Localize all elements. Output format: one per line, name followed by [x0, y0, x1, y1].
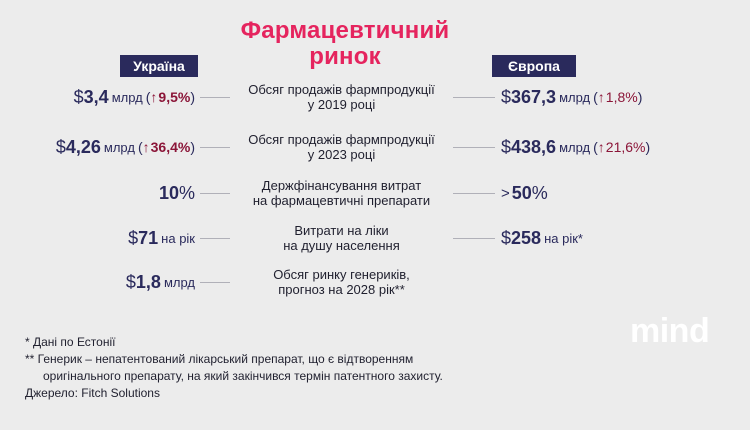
europe-value: >50%	[501, 182, 548, 203]
footnote-1: * Дані по Естонії	[25, 335, 116, 349]
europe-value: $438,6 млрд(↑21,6%)	[501, 136, 651, 157]
connector-line	[453, 147, 495, 148]
arrow-up-icon: ↑	[597, 139, 605, 155]
row-label: Витрати на ліки на душу населення	[283, 223, 400, 253]
mind-logo: mind	[630, 312, 710, 350]
row-sales-2019: $3,4 млрд(↑9,5%) Обсяг продажів фармпроду…	[0, 77, 750, 117]
row-generics: $1,8 млрд Обсяг ринку генериків, прогноз …	[0, 262, 750, 302]
footnote-2-cont: оригінального препарату, на який закінчи…	[43, 369, 443, 383]
row-label: Держфінансування витрат на фармацевтичні…	[252, 178, 431, 208]
change-up: ↑21,6%	[597, 139, 646, 155]
europe-header: Європа	[492, 55, 576, 77]
europe-value: $367,3 млрд(↑1,8%)	[501, 86, 643, 107]
row-label: Обсяг ринку генериків, прогноз на 2028 р…	[273, 267, 410, 297]
change-up: ↑9,5%	[150, 89, 191, 105]
ukraine-value: $71 на рік	[128, 227, 195, 248]
row-sales-2023: $4,26 млрд(↑36,4%) Обсяг продажів фармпро…	[0, 127, 750, 167]
arrow-up-icon: ↑	[150, 89, 158, 105]
ukraine-value: $4,26 млрд(↑36,4%)	[55, 136, 195, 157]
connector-line	[453, 97, 495, 98]
change-up: ↑1,8%	[597, 89, 638, 105]
connector-line	[200, 97, 230, 98]
ukraine-header: Україна	[120, 55, 198, 77]
connector-line	[200, 282, 230, 283]
footnote-2: ** Генерик – непатентований лікарський п…	[25, 352, 414, 366]
row-label: Обсяг продажів фармпродукції у 2019 році	[248, 82, 435, 112]
arrow-up-icon: ↑	[142, 139, 150, 155]
row-label: Обсяг продажів фармпродукції у 2023 році	[248, 132, 435, 162]
arrow-up-icon: ↑	[597, 89, 605, 105]
footnotes: * Дані по Естонії ** Генерик – непатенто…	[25, 334, 443, 402]
source: Джерело: Fitch Solutions	[25, 386, 160, 400]
connector-line	[200, 193, 230, 194]
page-title: Фармацевтичний ринок	[220, 18, 470, 70]
row-state-funding: 10% Держфінансування витрат на фармацевт…	[0, 173, 750, 213]
connector-line	[453, 238, 495, 239]
change-up: ↑36,4%	[142, 139, 191, 155]
connector-line	[200, 147, 230, 148]
title-line-2: ринок	[309, 43, 381, 70]
connector-line	[200, 238, 230, 239]
ukraine-value: $3,4 млрд(↑9,5%)	[73, 86, 195, 107]
europe-value: $258 на рік*	[501, 227, 583, 248]
ukraine-value: $1,8 млрд	[125, 271, 195, 292]
connector-line	[453, 193, 495, 194]
title-line-1: Фармацевтичний	[240, 17, 450, 44]
row-per-capita: $71 на рік Витрати на ліки на душу населе…	[0, 218, 750, 258]
ukraine-value: 10%	[158, 182, 195, 203]
